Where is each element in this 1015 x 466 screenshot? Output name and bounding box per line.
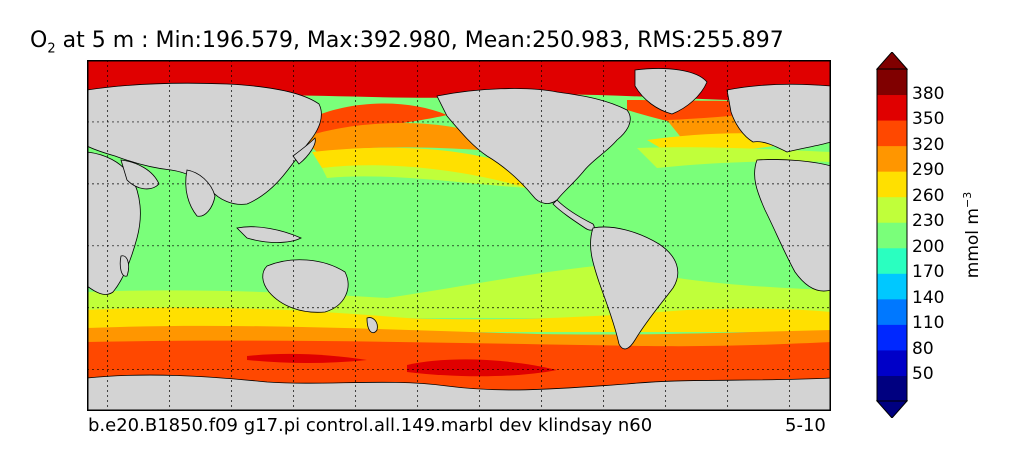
band-npac-orange [302, 123, 507, 152]
colorbar-tick-label: 350 [912, 109, 945, 130]
colorbar-tick-label: 140 [912, 287, 945, 308]
title-subscript: 2 [47, 41, 56, 57]
band-south-darkred [407, 359, 557, 377]
title-species: O [30, 28, 48, 53]
colorbar-tick-label: 170 [912, 262, 945, 283]
colorbar-bin [877, 120, 907, 147]
colorbar-bin [877, 69, 907, 96]
land-greenland [634, 68, 708, 115]
land-masses [87, 68, 831, 411]
colorbar [875, 52, 909, 418]
band-natl-lime [637, 147, 831, 168]
colorbar-bin [877, 196, 907, 223]
colorbar-tick-label: 50 [912, 364, 934, 385]
colorbar-tick-label: 80 [912, 338, 934, 359]
land-asia [87, 82, 322, 205]
map-frame [87, 60, 831, 411]
colorbar-bin [877, 247, 907, 274]
land-central-america [552, 199, 595, 231]
land-india [185, 169, 216, 217]
colorbar-bin [877, 375, 907, 402]
colorbar-units-exponent: −3 [961, 191, 975, 208]
colorbar-bin [877, 324, 907, 351]
colorbar-tick-label: 320 [912, 134, 945, 155]
land-madagascar [119, 255, 129, 277]
band-south-darkred-2 [247, 353, 367, 363]
colorbar-tick-label: 290 [912, 160, 945, 181]
colorbar-units-label: mmol m−3 [961, 192, 983, 278]
graticule [87, 60, 831, 411]
land-new-zealand [366, 317, 378, 334]
land-australia [262, 259, 349, 313]
land-indonesia [236, 226, 302, 243]
colorbar-units-main: mmol m [962, 208, 983, 279]
case-name: b.e20.B1850.f09 g17.pi control.all.149.m… [88, 415, 653, 436]
land-north-america [436, 88, 631, 204]
colorbar-bin [877, 349, 907, 376]
band-npac-red [307, 103, 447, 135]
colorbar-bin [877, 171, 907, 198]
plot-title: O2 at 5 m : Min:196.579, Max:392.980, Me… [30, 28, 784, 56]
colorbar-tick-label: 260 [912, 185, 945, 206]
title-stats: at 5 m : Min:196.579, Max:392.980, Mean:… [55, 28, 784, 53]
band-npac-lime [322, 165, 527, 188]
colorbar-bin [877, 273, 907, 300]
colorbar-bin [877, 94, 907, 121]
colorbar-tick-label: 200 [912, 236, 945, 257]
colorbar-under-triangle [875, 400, 909, 418]
land-africa-right [754, 159, 831, 292]
colorbar-bin [877, 298, 907, 325]
map-panel [87, 60, 831, 411]
land-japan [292, 137, 316, 165]
colorbar-tick-label: 380 [912, 83, 945, 104]
year-range: 5-10 [785, 415, 826, 436]
colorbar-tick-label: 230 [912, 211, 945, 232]
colorbar-tick-label: 110 [912, 313, 945, 334]
land-antarctica [87, 374, 831, 411]
land-south-america [590, 226, 679, 350]
colorbar-bin [877, 222, 907, 249]
colorbar-bin [877, 145, 907, 172]
colorbar-frame [876, 68, 908, 402]
map-svg [87, 60, 831, 411]
colorbar-over-triangle [875, 52, 909, 70]
